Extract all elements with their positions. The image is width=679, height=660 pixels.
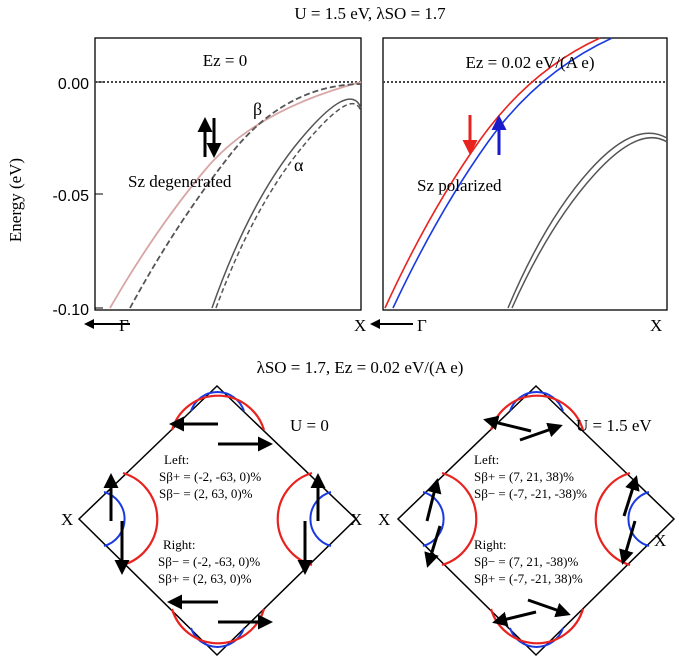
fs-left-red [122, 471, 159, 567]
spin-arrow-bottom-b [527, 598, 571, 618]
fs-right-red-r [594, 471, 631, 567]
r-left-line-2: Sβ− = (-7, -21, -38)% [474, 486, 587, 501]
x-label-left: X [354, 316, 366, 335]
fermi-surface-diamond-left [77, 384, 358, 657]
left-head: Left: [164, 452, 189, 467]
x-label-diamond-left-e: X [350, 510, 362, 529]
fs-top-blue [190, 391, 245, 412]
alpha-label: α [294, 155, 304, 175]
y-tick-0: 0.00 [58, 76, 89, 93]
right-line-2: Sβ+ = (2, 63, 0)% [158, 571, 252, 586]
fs-left-red-r [441, 471, 478, 567]
gamma-label-right: Γ [417, 316, 427, 335]
sz-degenerated-label: Sz degenerated [128, 172, 232, 191]
spin-arrow-right-b [619, 520, 637, 565]
fs-top-red [170, 394, 266, 431]
r-right-line-1: Sβ− = (7, 21, -38)% [474, 554, 578, 569]
x-label-diamond-right-w: X [378, 510, 390, 529]
left-line-2: Sβ− = (2, 63, 0)% [159, 486, 253, 501]
x-label-right: X [650, 316, 662, 335]
r-right-head: Right: [474, 537, 507, 552]
spin-text-left: Left: Sβ+ = (-2, -63, 0)% Sβ− = (2, 63, … [158, 452, 261, 586]
right-head: Right: [163, 537, 196, 552]
fs-bottom-blue [190, 627, 245, 648]
u-1p5-label: U = 1.5 eV [576, 416, 652, 435]
fs-bottom-blue-r [509, 627, 564, 648]
y-axis-label: Energy (eV) [6, 158, 25, 242]
fs-right-blue-r [627, 491, 650, 547]
y-tick-1: -0.05 [53, 188, 90, 205]
fs-bottom-red [170, 608, 266, 645]
bottom-title: λSO = 1.7, Ez = 0.02 eV/(A e) [257, 358, 464, 377]
lower-band-curve-2 [511, 137, 668, 309]
spin-up-band-red [384, 37, 601, 309]
x-label-diamond-left-w: X [61, 510, 73, 529]
u-zero-label: U = 0 [290, 416, 329, 435]
band-panel-right: Ez = 0.02 eV/(A e) Sz polarized [382, 37, 668, 311]
sz-polarized-label: Sz polarized [417, 176, 502, 195]
spin-arrow-left-b [424, 525, 442, 568]
r-left-line-1: Sβ+ = (7, 21, 38)% [474, 469, 574, 484]
ez-field-label: Ez = 0.02 eV/(A e) [465, 53, 594, 72]
fs-right-blue [309, 491, 332, 547]
right-line-1: Sβ− = (-2, -63, 0)% [158, 554, 260, 569]
spin-arrow-bottom-a [492, 610, 537, 627]
left-line-1: Sβ+ = (-2, -63, 0)% [159, 469, 261, 484]
fs-left-blue-r [422, 491, 445, 547]
r-left-head: Left: [474, 452, 499, 467]
fs-top-red-r [489, 394, 585, 431]
spin-text-right: Left: Sβ+ = (7, 21, 38)% Sβ− = (-7, -21,… [474, 452, 587, 586]
beta-band-curve [109, 81, 362, 309]
y-tick-2: -0.10 [53, 302, 90, 319]
fermi-surface-diamond-right [396, 384, 676, 657]
spin-arrow-left-a [425, 478, 442, 522]
ez-zero-label: Ez = 0 [203, 51, 248, 70]
spin-arrow-right-a [622, 475, 640, 517]
spin-down-band-blue [392, 37, 613, 309]
fs-bottom-red-r [489, 608, 585, 645]
fs-top-blue-r [509, 391, 564, 412]
band-panel-left: Ez = 0 β α Sz degenerated [94, 37, 362, 311]
gamma-label-left: Γ [119, 316, 129, 335]
alpha-band-dashed-curve [215, 102, 362, 309]
r-right-line-2: Sβ+ = (-7, -21, 38)% [474, 571, 583, 586]
x-label-diamond-right-e: X [654, 531, 666, 550]
top-title: U = 1.5 eV, λSO = 1.7 [294, 4, 446, 23]
lower-band-curve-1 [507, 132, 668, 309]
fs-right-red [276, 471, 313, 567]
beta-band-dashed-curve [129, 83, 362, 309]
beta-label: β [253, 99, 262, 119]
spin-arrow-top-b [519, 422, 563, 442]
alpha-band-curve [211, 98, 362, 309]
spin-arrow-top-a [483, 415, 532, 433]
